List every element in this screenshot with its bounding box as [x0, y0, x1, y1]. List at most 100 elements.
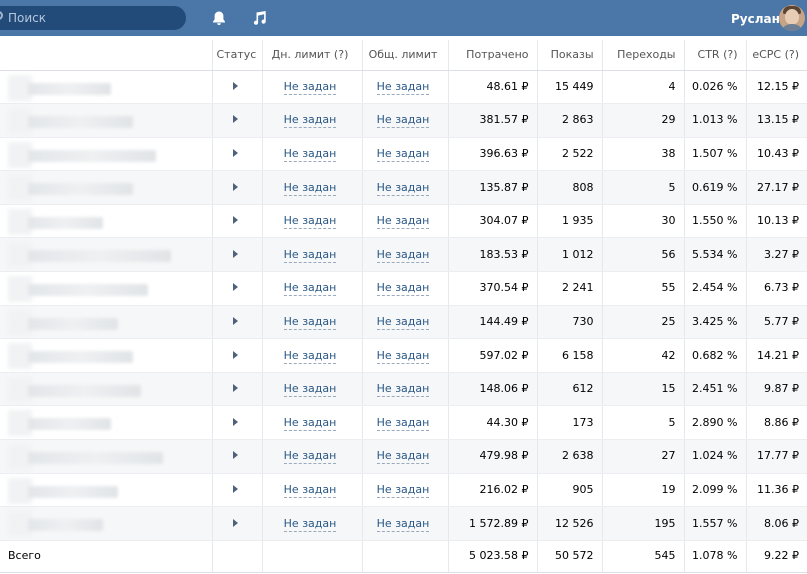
play-icon[interactable] — [232, 417, 238, 426]
play-icon[interactable] — [232, 115, 238, 124]
total-limit-link[interactable]: Не задан — [376, 382, 430, 398]
status-cell[interactable] — [211, 70, 262, 105]
table-row[interactable]: Не задан Не задан 381.57 ₽2 863 29 1.013 % 13… — [0, 103, 807, 138]
total-limit-link[interactable]: Не задан — [376, 79, 430, 95]
column-header-impressions[interactable]: Показы — [536, 40, 602, 71]
column-header-ctr[interactable]: CTR (?) — [683, 40, 746, 71]
status-cell[interactable] — [211, 506, 262, 541]
total-limit-link[interactable]: Не задан — [376, 482, 430, 498]
total-limit-link[interactable]: Не задан — [376, 180, 430, 196]
campaign-name-redacted[interactable] — [0, 170, 212, 205]
status-cell[interactable] — [211, 439, 262, 474]
play-icon[interactable] — [232, 350, 238, 359]
table-row[interactable]: Не задан Не задан 44.30 ₽173 5 2.890 % 8.86 ₽ — [0, 405, 807, 441]
total-limit-link[interactable]: Не задан — [376, 146, 430, 162]
status-cell[interactable] — [211, 137, 262, 172]
table-row[interactable]: Не задан Не задан 183.53 ₽1 012 56 5.534 % 3.… — [0, 237, 807, 273]
table-row[interactable]: Не задан Не задан 597.02 ₽6 158 42 0.682 % 14… — [0, 338, 807, 373]
status-cell[interactable] — [211, 271, 262, 306]
day-limit-link[interactable]: Не задан — [283, 415, 337, 431]
play-icon[interactable] — [232, 384, 238, 393]
total-limit-link[interactable]: Не задан — [376, 314, 430, 330]
day-limit-link[interactable]: Не задан — [283, 180, 337, 196]
music-icon[interactable] — [251, 10, 267, 26]
day-limit-link[interactable]: Не задан — [283, 516, 337, 532]
campaign-name-redacted[interactable] — [0, 204, 212, 239]
play-icon[interactable] — [232, 182, 238, 191]
column-header-status[interactable]: Статус — [211, 40, 262, 71]
play-icon[interactable] — [232, 518, 238, 527]
status-cell[interactable] — [211, 170, 262, 205]
day-limit-link[interactable]: Не задан — [283, 247, 337, 263]
table-row[interactable]: Не задан Не задан 144.49 ₽730 25 3.425 % 5.77… — [0, 305, 807, 340]
campaign-name-redacted[interactable] — [0, 70, 212, 105]
status-cell[interactable] — [211, 237, 262, 273]
day-limit-link[interactable]: Не задан — [283, 314, 337, 330]
day-limit-link[interactable]: Не задан — [283, 79, 337, 95]
day-limit-link[interactable]: Не задан — [283, 449, 337, 465]
status-cell[interactable] — [211, 103, 262, 138]
table-row[interactable]: Не задан Не задан 396.63 ₽2 522 38 1.507 % 10… — [0, 137, 807, 172]
status-cell[interactable] — [211, 372, 262, 407]
play-icon[interactable] — [232, 249, 238, 258]
campaign-name-redacted[interactable] — [0, 137, 212, 172]
play-icon[interactable] — [232, 451, 238, 460]
total-limit-link[interactable]: Не задан — [376, 516, 430, 532]
play-icon[interactable] — [232, 81, 238, 90]
play-icon[interactable] — [232, 316, 238, 325]
search-input[interactable]: Поиск — [8, 11, 47, 25]
campaign-name-redacted[interactable] — [0, 103, 212, 138]
table-row[interactable]: Не задан Не задан 304.07 ₽1 935 30 1.550 % 10… — [0, 204, 807, 239]
table-row[interactable]: Не задан Не задан 48.61 ₽15 449 4 0.026 % 12.… — [0, 70, 807, 105]
total-limit-link[interactable]: Не задан — [376, 113, 430, 129]
table-row[interactable]: Не задан Не задан 1 572.89 ₽12 526 195 1.557… — [0, 506, 807, 541]
campaign-name-redacted[interactable] — [0, 439, 212, 474]
status-cell[interactable] — [211, 338, 262, 373]
total-limit-link[interactable]: Не задан — [376, 247, 430, 263]
day-limit-link[interactable]: Не задан — [283, 146, 337, 162]
table-row[interactable]: Не задан Не задан 370.54 ₽2 241 55 2.454 % 6.… — [0, 271, 807, 306]
play-icon[interactable] — [232, 148, 238, 157]
total-limit-link[interactable]: Не задан — [376, 281, 430, 297]
user-name[interactable]: Руслан — [731, 12, 780, 26]
status-cell[interactable] — [211, 204, 262, 239]
clicks-cell: 27 — [601, 439, 684, 474]
campaign-name-redacted[interactable] — [0, 506, 212, 541]
play-icon[interactable] — [232, 216, 238, 225]
day-limit-link[interactable]: Не задан — [283, 214, 337, 230]
column-header-day-limit[interactable]: Дн. лимит (?) — [261, 40, 362, 71]
play-icon[interactable] — [232, 283, 238, 292]
total-limit-link[interactable]: Не задан — [376, 214, 430, 230]
day-limit-link[interactable]: Не задан — [283, 382, 337, 398]
total-limit-link[interactable]: Не задан — [376, 415, 430, 431]
campaign-name-redacted[interactable] — [0, 405, 212, 441]
bell-icon[interactable] — [211, 10, 227, 26]
column-header-clicks[interactable]: Переходы — [601, 40, 684, 71]
campaign-name-redacted[interactable] — [0, 372, 212, 407]
status-cell[interactable] — [211, 305, 262, 340]
total-limit-link[interactable]: Не задан — [376, 348, 430, 364]
status-cell[interactable] — [211, 473, 262, 508]
campaign-name-redacted[interactable] — [0, 473, 212, 508]
table-row[interactable]: Не задан Не задан 216.02 ₽905 19 2.099 % 11.3… — [0, 473, 807, 508]
avatar[interactable] — [779, 5, 805, 31]
day-limit-link[interactable]: Не задан — [283, 113, 337, 129]
table-row[interactable]: Не задан Не задан 135.87 ₽808 5 0.619 % 27.17… — [0, 170, 807, 205]
table-row[interactable]: Не задан Не задан 148.06 ₽612 15 2.451 % 9.87… — [0, 372, 807, 407]
column-header-total-limit[interactable]: Общ. лимит — [361, 40, 448, 71]
status-cell[interactable] — [211, 405, 262, 441]
total-limit-link[interactable]: Не задан — [376, 449, 430, 465]
day-limit-link[interactable]: Не задан — [283, 482, 337, 498]
campaign-name-redacted[interactable] — [0, 237, 212, 273]
campaign-name-redacted[interactable] — [0, 271, 212, 306]
column-header-ecpc[interactable]: eCPC (?) — [745, 40, 807, 71]
search-field[interactable] — [0, 6, 186, 30]
day-limit-link[interactable]: Не задан — [283, 348, 337, 364]
campaign-name-redacted[interactable] — [0, 338, 212, 373]
campaign-name-redacted[interactable] — [0, 305, 212, 340]
table-row[interactable]: Не задан Не задан 479.98 ₽2 638 27 1.024 % 17… — [0, 439, 807, 474]
play-icon[interactable] — [232, 484, 238, 493]
day-limit-link[interactable]: Не задан — [283, 281, 337, 297]
column-header-spent[interactable]: Потрачено — [447, 40, 537, 71]
ecpc-cell: 12.15 ₽ — [745, 70, 807, 105]
